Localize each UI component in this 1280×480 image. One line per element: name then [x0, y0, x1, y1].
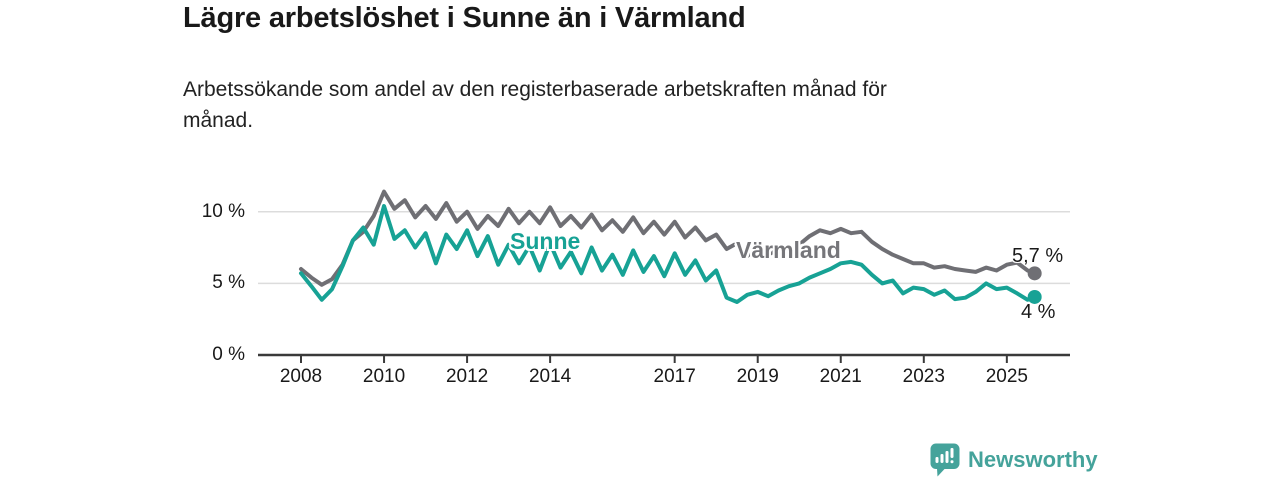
- series-line-sunne: [299, 204, 1037, 304]
- y-axis-tick-label: 0 %: [212, 344, 245, 365]
- series-end-dot-sunne: [1027, 289, 1042, 304]
- chart-subtitle-line2: månad.: [183, 109, 254, 132]
- series-label-varmland: Värmland: [736, 237, 841, 263]
- newsworthy-brand-text: Newsworthy: [968, 447, 1098, 472]
- newsworthy-logo[interactable]: Newsworthy: [930, 443, 1098, 477]
- x-axis-tick-label: 2008: [279, 366, 323, 387]
- series-end-dot-värmland: [1027, 266, 1042, 281]
- x-axis-tick-label: 2025: [985, 366, 1028, 387]
- end-value-label-sunne: 4 %: [1021, 301, 1056, 323]
- newsworthy-bubble-chart-icon: [930, 443, 960, 477]
- series-line-värmland: [299, 189, 1037, 287]
- series-label-sunne: Sunne: [510, 228, 581, 254]
- x-axis-tick-label: 2021: [819, 366, 862, 387]
- x-axis-tick-label: 2017: [653, 366, 696, 387]
- end-value-label-varmland: 5,7 %: [1012, 245, 1064, 267]
- x-axis-tick-label: 2019: [736, 366, 779, 387]
- x-axis-tick-label: 2023: [902, 366, 945, 387]
- chart-subtitle-line1: Arbetssökande som andel av den registerb…: [183, 78, 887, 101]
- chart-subtitle: Arbetssökande som andel av den registerb…: [183, 74, 887, 136]
- x-axis-tick-label: 2010: [362, 366, 406, 387]
- x-axis-tick-label: 2012: [445, 366, 489, 387]
- y-axis-tick-label: 5 %: [212, 272, 245, 294]
- page-title: Lägre arbetslöshet i Sunne än i Värmland: [183, 2, 746, 34]
- y-axis-tick-label: 10 %: [201, 200, 245, 222]
- x-axis-tick-label: 2014: [528, 366, 572, 387]
